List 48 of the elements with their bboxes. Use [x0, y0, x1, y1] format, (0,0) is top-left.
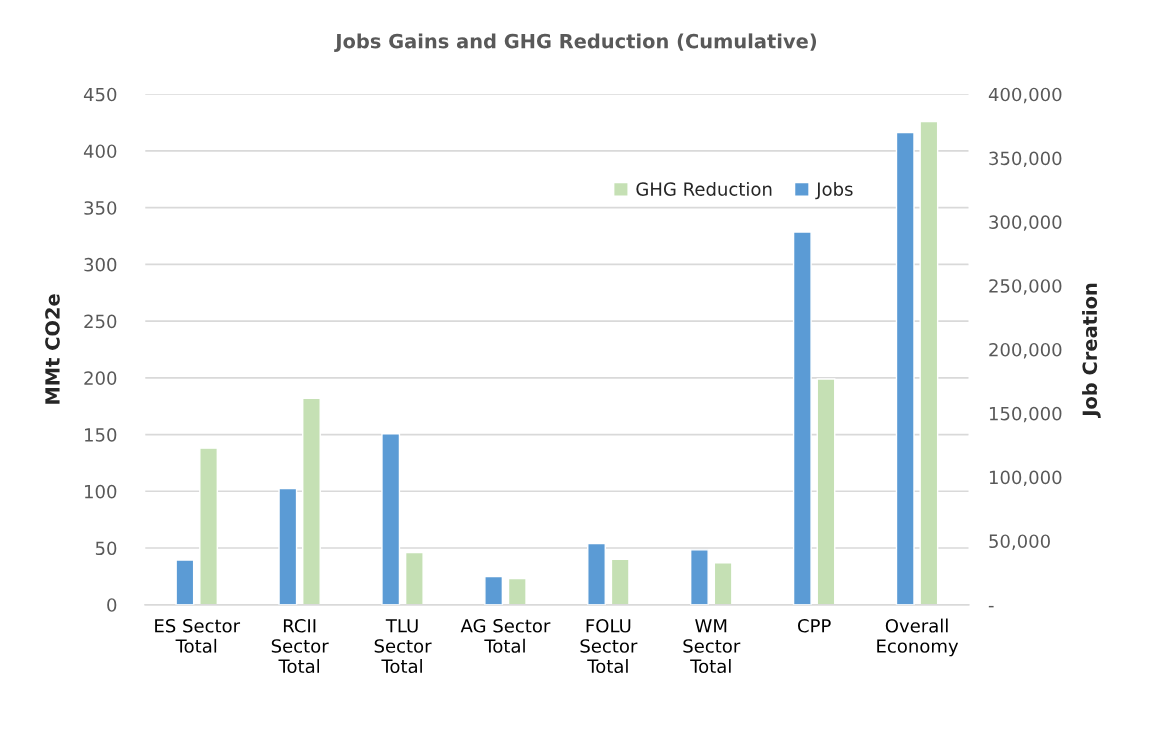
y2-tick-label: 400,000 — [988, 87, 1062, 104]
y2-tick-label: - — [988, 605, 994, 608]
bar — [587, 542, 606, 605]
y2-tick-label: 350,000 — [989, 151, 1062, 167]
y2-axis-title: Job Creation — [1082, 283, 1101, 418]
y-tick-label: 400 — [83, 144, 117, 159]
x-tick-label: ES Sector Total — [155, 618, 241, 653]
bar — [278, 487, 298, 605]
bar — [484, 575, 504, 605]
y-tick-label: 50 — [95, 541, 117, 556]
bar — [507, 577, 527, 605]
x-tick-label: RCII Sector Total — [271, 618, 329, 674]
legend-label: GHG Reduction — [636, 181, 772, 196]
legend-label: Jobs — [815, 181, 853, 200]
y-tick-label: 100 — [85, 484, 117, 499]
x-tick-label: WM Sector Total — [683, 619, 741, 674]
bar — [199, 447, 219, 605]
bar — [175, 559, 195, 605]
x-tick-label: FOLU Sector Total — [580, 618, 638, 674]
y-tick-label: 0 — [107, 598, 117, 612]
x-tick-label: CPP — [797, 618, 831, 633]
x-tick-label: TLU Sector Total — [374, 619, 432, 674]
bar — [404, 551, 424, 605]
y-tick-label: 150 — [85, 428, 117, 442]
bar — [381, 433, 401, 605]
x-tick-label: Overall Economy — [877, 618, 959, 657]
y-tick-label: 300 — [84, 257, 117, 272]
bar — [895, 131, 915, 605]
bar — [792, 231, 812, 605]
y2-tick-label: 50,000 — [989, 534, 1050, 550]
bar — [610, 558, 630, 605]
bar — [816, 378, 836, 605]
y2-tick-label: 300,000 — [989, 215, 1062, 231]
y2-tick-label: 150,000 — [989, 406, 1062, 423]
y-tick-label: 250 — [84, 314, 117, 329]
bar — [919, 120, 939, 605]
bar — [689, 549, 709, 605]
bar — [302, 397, 321, 605]
x-tick-label: AG Sector Total — [460, 618, 551, 653]
y2-tick-label: 200,000 — [989, 342, 1062, 359]
y-tick-label: 450 — [83, 87, 117, 102]
chart-title: Jobs Gains and GHG Reduction (Cumulative) — [334, 33, 817, 53]
y-tick-label: 200 — [84, 371, 117, 385]
y-axis-title: MMt CO2e — [45, 294, 60, 404]
y2-tick-label: 250,000 — [989, 279, 1062, 295]
y-tick-label: 350 — [84, 201, 117, 215]
bar — [713, 562, 733, 605]
y2-tick-label: 100,000 — [989, 470, 1062, 487]
